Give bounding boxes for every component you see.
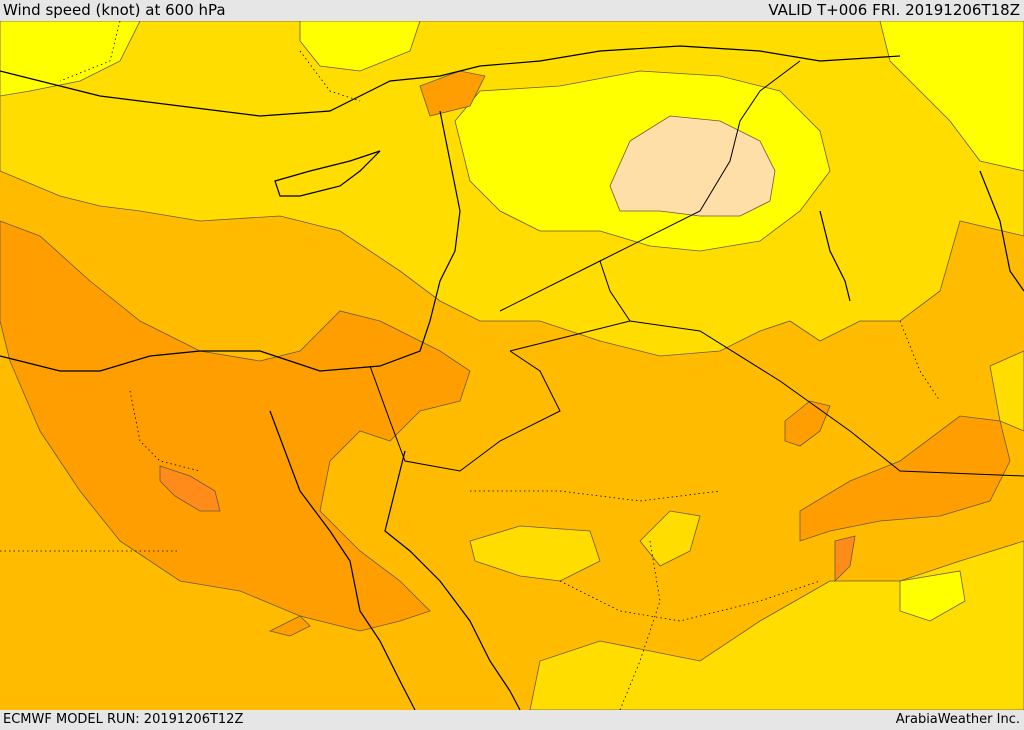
contour-max-core2 (834, 535, 856, 582)
wind-speed-map (0, 21, 1024, 710)
coast-persian-gulf (819, 210, 851, 302)
admin-boundaries (0, 21, 941, 710)
contour-high-patch3 (419, 70, 486, 117)
contour-max-core (159, 465, 221, 512)
contour-patch-s (639, 510, 701, 567)
coast-turkey (0, 45, 901, 117)
valid-time: VALID T+006 FRI. 20191206T18Z (768, 1, 1020, 19)
contour-patch-sw (469, 525, 601, 582)
coast-red-sea-east (384, 450, 521, 710)
border-jordan (599, 260, 631, 322)
contour-high-west (0, 220, 471, 632)
coast-caspian (979, 170, 1024, 292)
coast-red-sea-west (269, 410, 416, 710)
contour-high-patch (784, 400, 831, 447)
contour-high-patch2 (268, 615, 311, 637)
contour-low-ne (879, 21, 1024, 172)
borders (369, 60, 1024, 477)
header-bar: Wind speed (knot) at 600 hPa VALID T+006… (0, 0, 1024, 21)
contour-low-nw (0, 21, 141, 97)
border-sinai (369, 350, 561, 472)
model-run: ECMWF MODEL RUN: 20191206T12Z (3, 712, 244, 727)
contour-low-se (899, 570, 966, 622)
coastlines (0, 45, 1024, 710)
contour-low-n2 (299, 21, 421, 72)
cyprus (274, 150, 381, 197)
footer-bar: ECMWF MODEL RUN: 20191206T12Z ArabiaWeat… (0, 710, 1024, 729)
contour-calm (609, 115, 776, 217)
map-title: Wind speed (knot) at 600 hPa (3, 1, 226, 19)
credit-label: ArabiaWeather Inc. (895, 712, 1020, 727)
coast-levant-mediterranean (0, 110, 461, 372)
